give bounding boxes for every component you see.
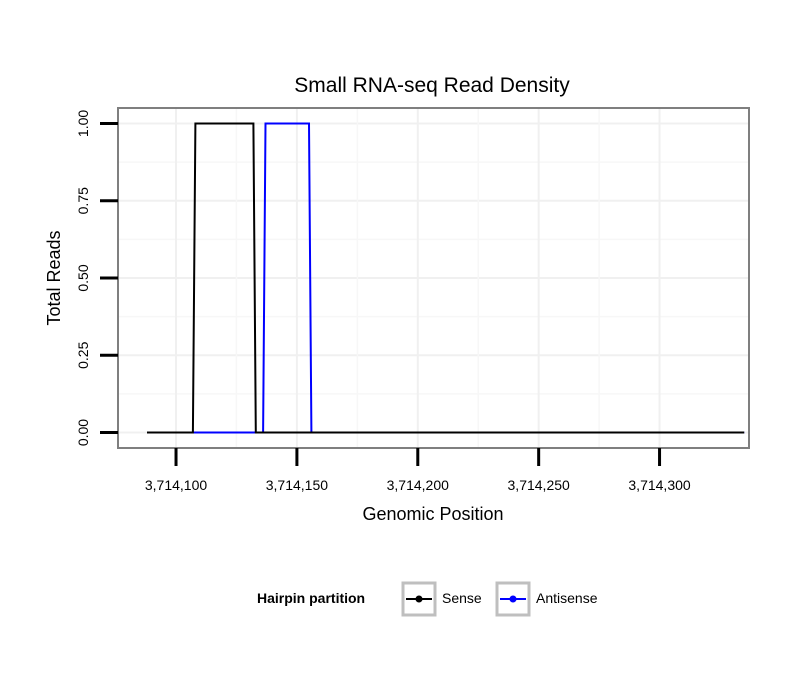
legend: Hairpin partition Sense Antisense: [257, 581, 598, 617]
legend-label: Antisense: [536, 590, 598, 606]
chart-title: Small RNA-seq Read Density: [294, 74, 570, 97]
series-layer: [147, 122, 745, 434]
x-axis-title: Genomic Position: [362, 504, 503, 524]
legend-label: Sense: [442, 590, 482, 606]
series-line-sense: [147, 122, 745, 434]
x-tick-label: 3,714,250: [508, 477, 570, 493]
x-tick-label: 3,714,100: [145, 477, 207, 493]
legend-title: Hairpin partition: [257, 590, 365, 606]
x-tick-label: 3,714,150: [266, 477, 328, 493]
y-tick-label: 0.00: [75, 419, 91, 446]
legend-key-point: [415, 595, 423, 603]
x-tick-label: 3,714,200: [387, 477, 449, 493]
legend-item-antisense: Antisense: [495, 581, 598, 617]
legend-key-point: [509, 595, 517, 603]
legend-item-sense: Sense: [401, 581, 482, 617]
x-tick-label: 3,714,300: [628, 477, 690, 493]
y-tick-label: 1.00: [75, 110, 91, 137]
y-axis: 0.00 0.25 0.50 0.75 1.00: [75, 110, 118, 446]
y-tick-label: 0.25: [75, 341, 91, 368]
y-tick-label: 0.75: [75, 187, 91, 214]
y-axis-title: Total Reads: [44, 230, 64, 325]
x-axis: 3,714,100 3,714,150 3,714,200 3,714,250 3,71…: [145, 448, 691, 493]
y-tick-label: 0.50: [75, 264, 91, 291]
